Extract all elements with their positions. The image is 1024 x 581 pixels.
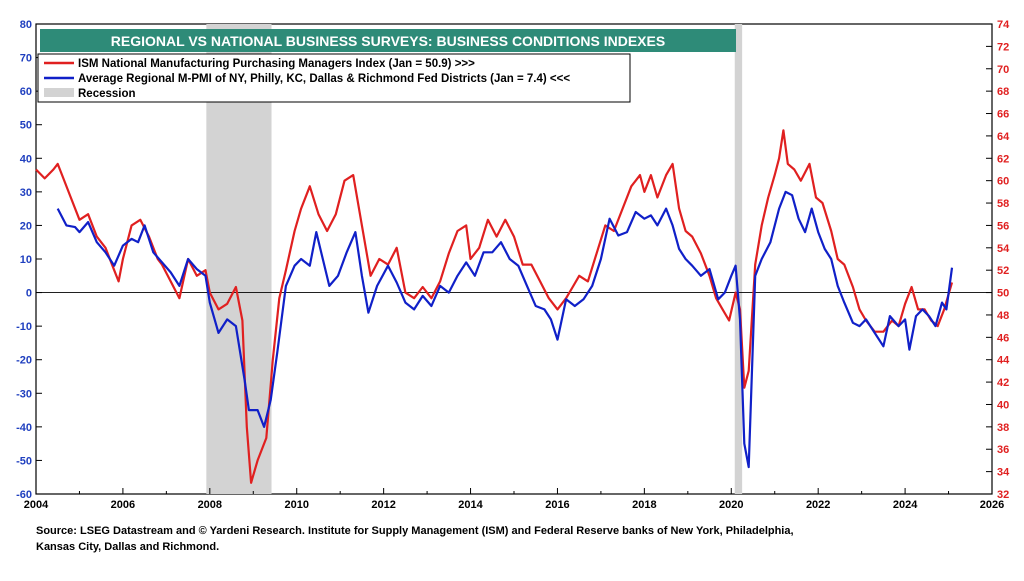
title-box xyxy=(40,29,736,52)
x-tick-label: 2010 xyxy=(284,499,308,511)
x-axis: 2004 2006 2008 2010 2012 2014 2016 2018 2020 2022… xyxy=(24,488,1004,511)
x-tick-label: 2004 xyxy=(24,499,49,511)
left-tick-label: -10 xyxy=(16,321,32,333)
source-line-2: Kansas City, Dallas and Richmond. xyxy=(36,541,220,553)
left-axis: -60 -50 -40 -30 -20 -10 0 10 20 30 40 50 60 70 80 xyxy=(16,19,42,501)
left-tick-label: 70 xyxy=(20,53,32,65)
x-tick-label: 2012 xyxy=(371,499,395,511)
right-tick-label: 32 xyxy=(997,489,1009,501)
x-tick-label: 2018 xyxy=(632,499,656,511)
x-tick-label: 2014 xyxy=(458,499,483,511)
left-tick-label: -50 xyxy=(16,455,32,467)
left-tick-label: 0 xyxy=(26,288,32,300)
right-tick-label: 72 xyxy=(997,41,1009,53)
source-note: Source: LSEG Datastream and © Yardeni Re… xyxy=(36,523,996,555)
left-tick-label: 30 xyxy=(20,187,32,199)
legend-box xyxy=(37,53,631,103)
x-tick-label: 2022 xyxy=(806,499,830,511)
right-tick-label: 64 xyxy=(997,131,1010,143)
right-tick-label: 34 xyxy=(997,467,1010,479)
right-tick-label: 66 xyxy=(997,109,1009,121)
left-tick-label: 10 xyxy=(20,254,32,266)
recession-band xyxy=(734,24,743,494)
regional-series-line xyxy=(56,190,954,469)
right-tick-label: 42 xyxy=(997,377,1009,389)
legend-label-ism: ISM National Manufacturing Purchasing Ma… xyxy=(78,58,475,70)
right-axis: 32 34 36 38 40 42 44 46 48 50 52 54 56 58 60 62 64 66 68 70… xyxy=(986,19,1010,501)
left-tick-label: -40 xyxy=(16,422,32,434)
left-tick-label: -30 xyxy=(16,388,32,400)
x-tick-label: 2026 xyxy=(980,499,1004,511)
left-tick-label: 40 xyxy=(20,153,32,165)
chart-title: REGIONAL VS NATIONAL BUSINESS SURVEYS: B… xyxy=(111,33,665,49)
legend-label-regional: Average Regional M-PMI of NY, Philly, KC… xyxy=(78,73,570,85)
x-tick-label: 2006 xyxy=(111,499,135,511)
right-tick-label: 38 xyxy=(997,422,1009,434)
right-tick-label: 68 xyxy=(997,86,1009,98)
left-tick-label: -60 xyxy=(16,489,32,501)
right-tick-label: 50 xyxy=(997,288,1009,300)
x-tick-label: 2016 xyxy=(545,499,569,511)
legend-swatch-recession xyxy=(44,88,74,97)
series-layer xyxy=(35,129,954,484)
ism-series-line xyxy=(35,129,954,484)
left-tick-label: 80 xyxy=(20,19,32,31)
left-tick-label: 20 xyxy=(20,220,32,232)
right-tick-label: 62 xyxy=(997,153,1009,165)
legend-label-recession: Recession xyxy=(78,88,136,100)
left-tick-label: -20 xyxy=(16,355,32,367)
right-tick-label: 56 xyxy=(997,220,1009,232)
right-tick-label: 60 xyxy=(997,176,1009,188)
left-tick-label: 60 xyxy=(20,86,32,98)
source-line-1: Source: LSEG Datastream and © Yardeni Re… xyxy=(36,525,794,537)
right-tick-label: 46 xyxy=(997,332,1009,344)
right-tick-label: 48 xyxy=(997,310,1009,322)
right-tick-label: 52 xyxy=(997,265,1009,277)
x-tick-label: 2024 xyxy=(893,499,918,511)
right-tick-label: 54 xyxy=(997,243,1010,255)
right-tick-label: 70 xyxy=(997,64,1009,76)
left-tick-label: 50 xyxy=(20,120,32,132)
right-tick-label: 44 xyxy=(997,355,1010,367)
x-tick-label: 2008 xyxy=(198,499,222,511)
right-tick-label: 36 xyxy=(997,444,1009,456)
right-tick-label: 40 xyxy=(997,399,1009,411)
x-tick-label: 2020 xyxy=(719,499,743,511)
right-tick-label: 74 xyxy=(997,19,1010,31)
right-tick-label: 58 xyxy=(997,198,1009,210)
